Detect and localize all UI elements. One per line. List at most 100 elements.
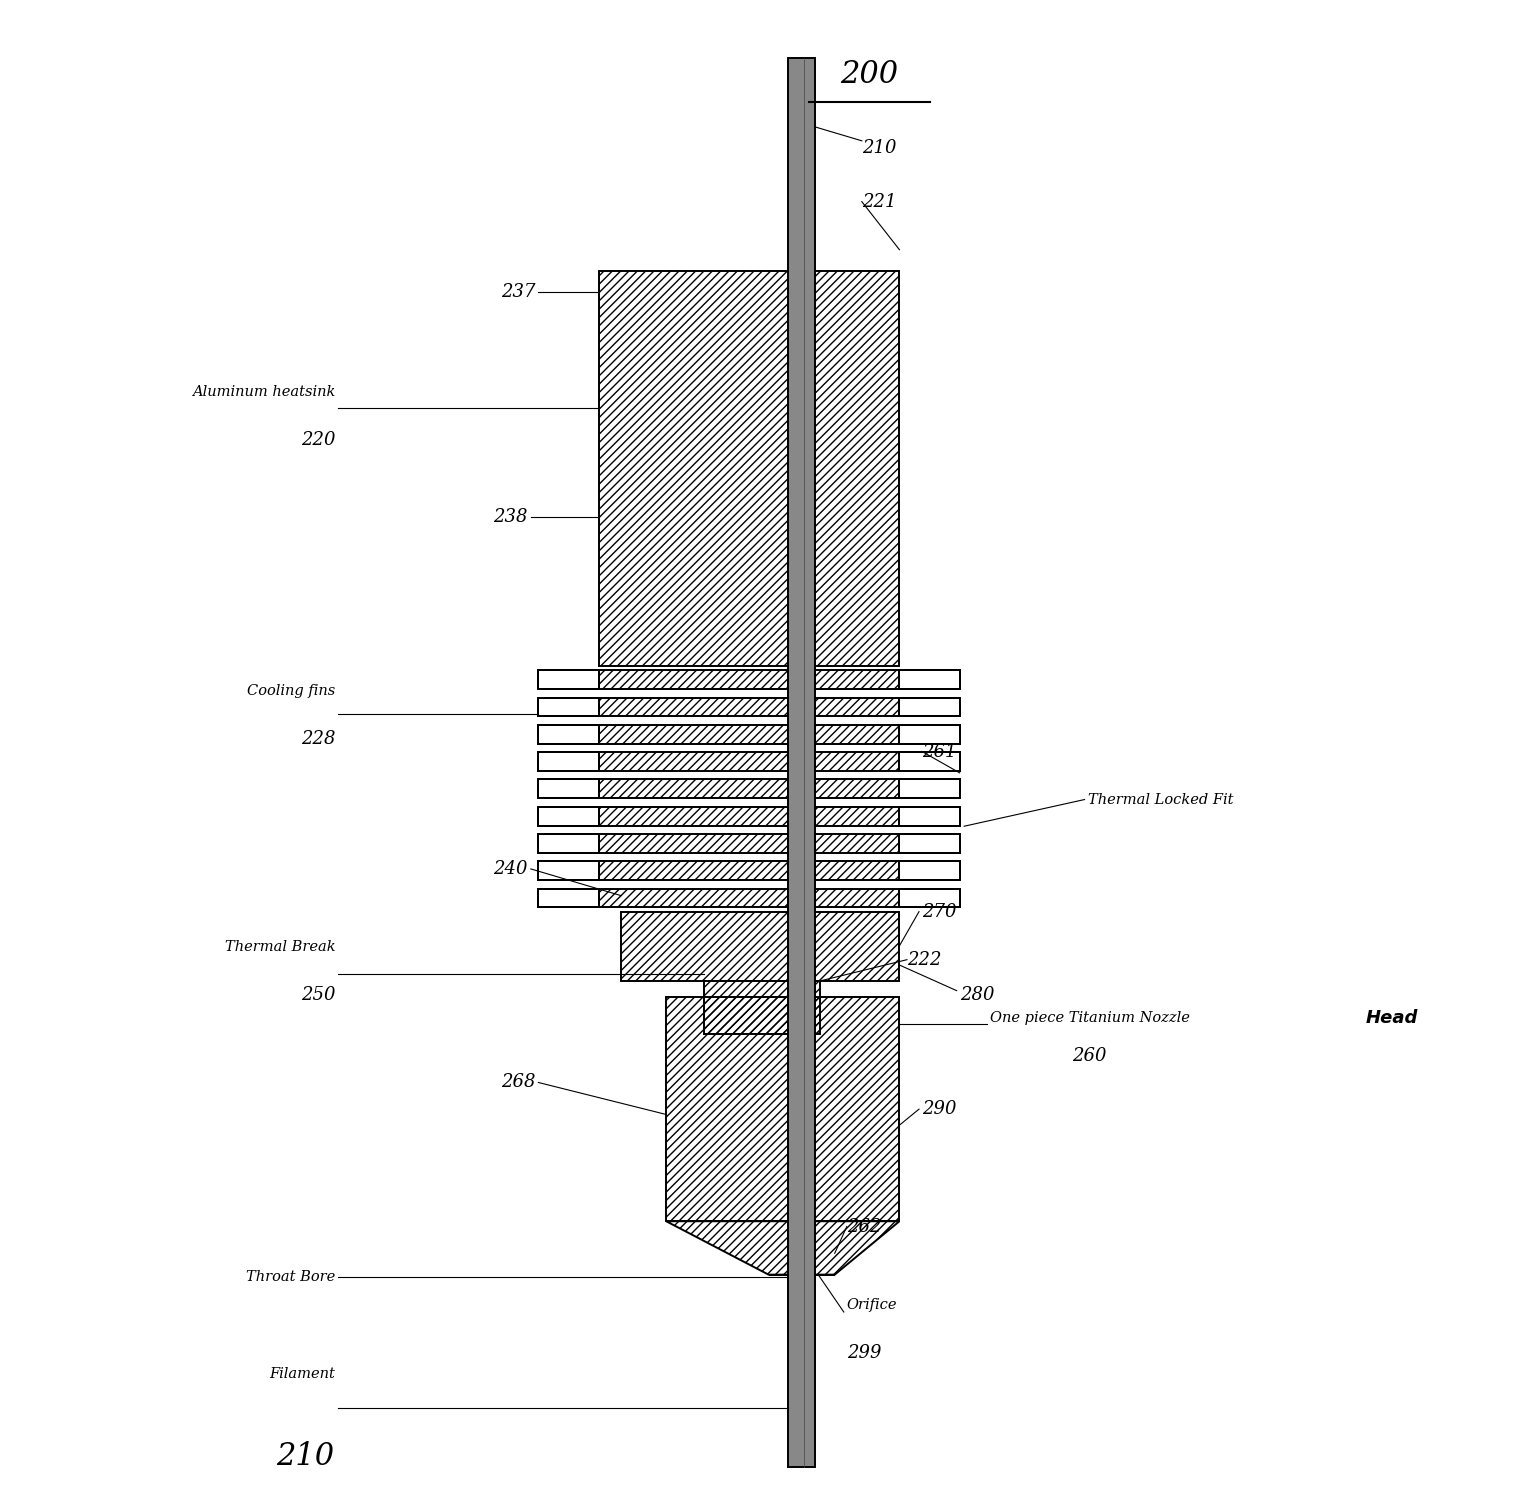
Text: 210: 210 [862,140,896,158]
Bar [599,670,788,688]
Bar [816,724,899,744]
Bar [599,834,788,852]
Bar [539,888,599,908]
Bar [816,670,899,688]
Bar [899,724,959,744]
Bar [816,807,899,825]
Text: 222: 222 [906,951,941,969]
Text: Orifice: Orifice [847,1299,897,1312]
Bar [788,912,816,981]
Text: 261: 261 [921,742,956,761]
Text: 200: 200 [840,59,899,90]
Bar [788,1222,816,1275]
Bar [539,697,599,717]
Bar [599,807,788,825]
Bar [599,861,788,881]
Bar [666,996,899,1222]
Bar [539,780,599,798]
Bar [899,697,959,717]
Bar [539,780,599,798]
Bar [599,861,788,881]
Bar [704,981,820,1034]
Text: 237: 237 [501,284,536,302]
Bar [539,724,599,744]
Bar [599,271,788,666]
Bar [816,861,899,881]
Bar [899,724,959,744]
Bar [899,807,959,825]
Bar [539,834,599,852]
Bar [599,697,788,717]
Bar [539,888,599,908]
Text: 290: 290 [921,1100,956,1118]
Bar [704,981,788,1034]
Bar [816,780,899,798]
Bar [788,271,816,666]
Bar [816,996,899,1222]
Text: 210: 210 [275,1441,334,1471]
Bar [620,912,788,981]
Bar [539,752,599,771]
Text: Cooling fins: Cooling fins [247,684,336,697]
Bar [816,724,899,744]
Bar [599,834,788,852]
Bar [899,888,959,908]
Text: Aluminum heatsink: Aluminum heatsink [192,385,336,400]
Bar [899,834,959,852]
Text: 270: 270 [921,903,956,921]
Bar [539,807,599,825]
Text: 240: 240 [493,860,528,878]
Text: 250: 250 [301,986,336,1004]
Bar [899,780,959,798]
Bar [599,724,788,744]
Text: Filament: Filament [269,1368,336,1381]
Bar [599,807,788,825]
Bar [816,912,899,981]
Bar [816,752,899,771]
Bar [788,981,816,1034]
Bar [599,752,788,771]
Bar [539,861,599,881]
Text: 220: 220 [301,431,336,449]
Bar [599,780,788,798]
Bar [899,752,959,771]
Text: One piece Titanium Nozzle: One piece Titanium Nozzle [990,1012,1189,1025]
Text: 268: 268 [501,1073,536,1091]
Bar [666,996,788,1222]
Bar [816,981,820,1034]
Bar [599,780,788,798]
Bar [816,861,899,881]
Bar [899,834,959,852]
Bar [899,807,959,825]
Bar [599,670,788,688]
Bar [816,834,899,852]
Bar [599,752,788,771]
Text: 260: 260 [1073,1046,1108,1064]
Bar [816,888,899,908]
Text: Head: Head [1366,1010,1418,1028]
Bar [539,834,599,852]
Bar [539,670,599,688]
Text: 238: 238 [493,508,528,526]
Bar [599,888,788,908]
Bar [899,888,959,908]
Text: Throat Bore: Throat Bore [247,1270,336,1284]
Bar [816,271,899,666]
Text: Thermal Break: Thermal Break [224,941,336,954]
Bar [816,780,899,798]
Text: 299: 299 [847,1344,881,1362]
Bar [620,912,899,981]
Bar [816,888,899,908]
Bar [899,861,959,881]
Bar [599,724,788,744]
Bar [816,697,899,717]
Bar [899,670,959,688]
Text: 228: 228 [301,730,336,748]
Bar [899,861,959,881]
Bar [539,724,599,744]
Bar [899,697,959,717]
Bar [899,752,959,771]
Text: 221: 221 [862,192,896,210]
Bar [539,697,599,717]
Bar [816,670,899,688]
